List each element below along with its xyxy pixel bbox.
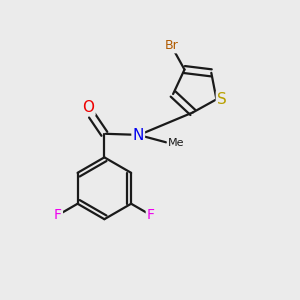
Text: F: F	[54, 208, 62, 222]
Text: F: F	[147, 208, 155, 222]
Text: Me: Me	[168, 138, 184, 148]
Text: N: N	[133, 128, 144, 143]
Text: S: S	[217, 92, 226, 107]
Text: Br: Br	[164, 39, 178, 52]
Text: O: O	[82, 100, 94, 115]
